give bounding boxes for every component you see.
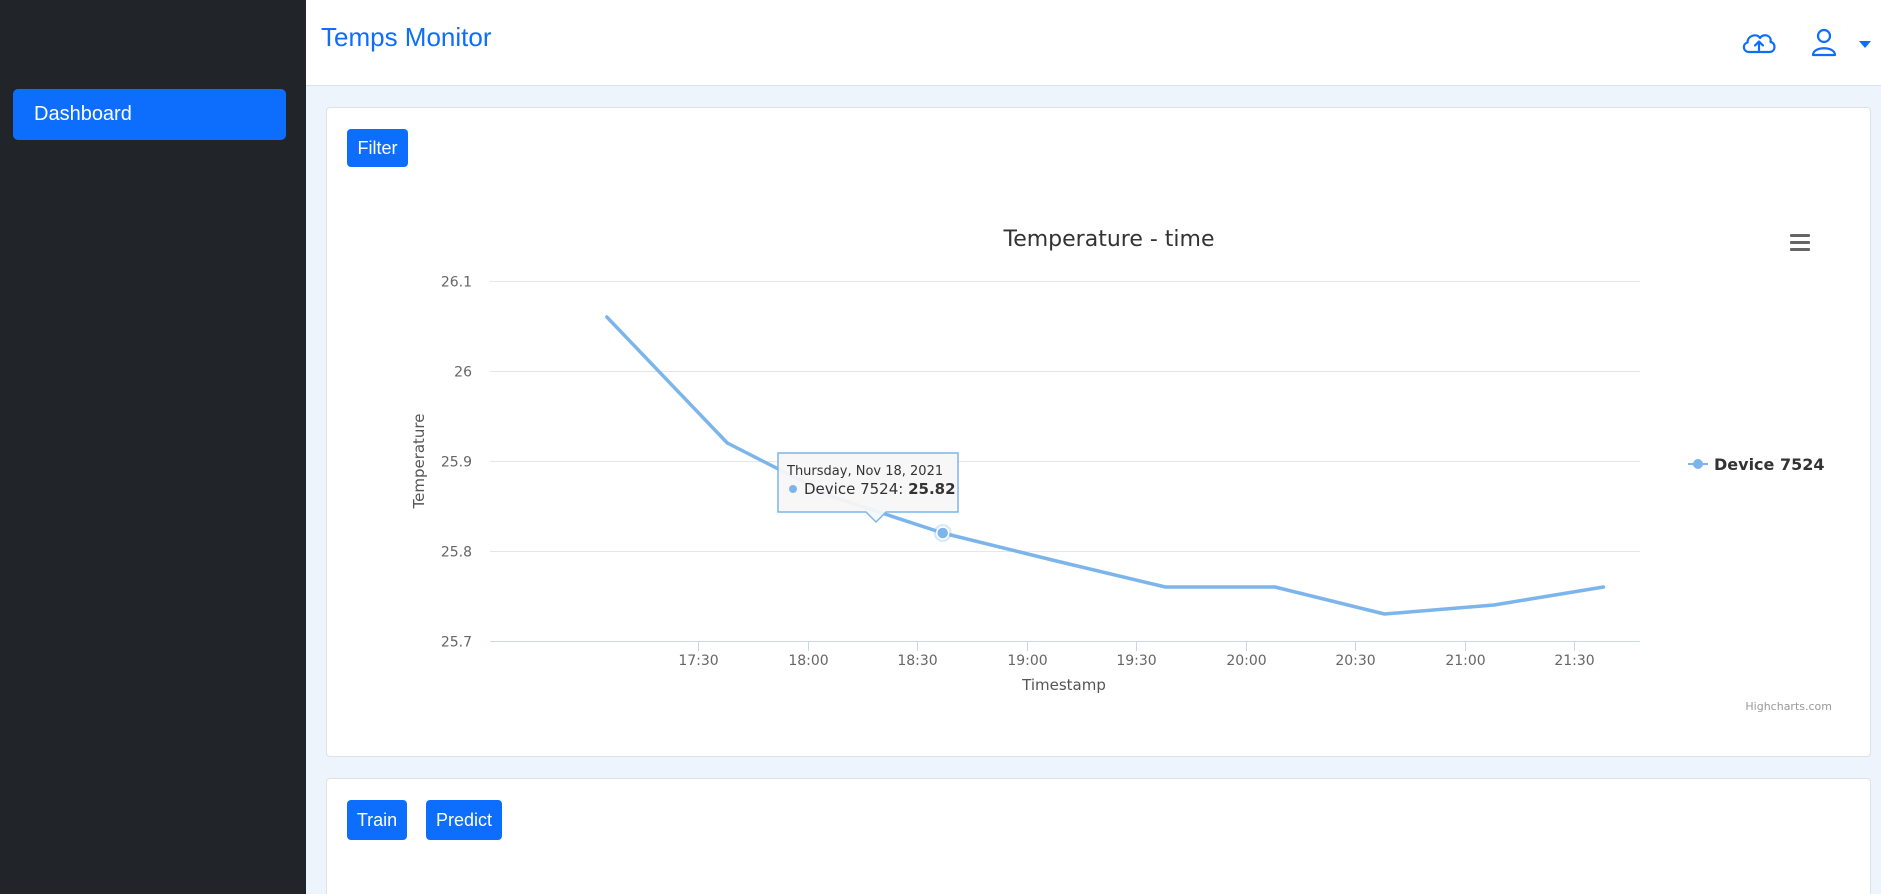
chart-tooltip: Thursday, Nov 18, 2021 Device 7524: 25.8…: [777, 452, 959, 524]
model-card: Train Predict: [326, 778, 1871, 894]
legend-item-device-7524[interactable]: Device 7524: [1688, 455, 1824, 474]
tooltip-value: 25.82: [908, 480, 955, 498]
tooltip-series: Device 7524: [804, 480, 898, 498]
filter-button[interactable]: Filter: [347, 129, 408, 167]
sidebar-item-dashboard[interactable]: Dashboard: [13, 89, 286, 140]
train-button[interactable]: Train: [347, 800, 407, 840]
cloud-upload-icon: [1742, 34, 1776, 54]
data-point[interactable]: [1048, 556, 1056, 564]
user-menu-button[interactable]: [1806, 24, 1876, 60]
data-point[interactable]: [723, 439, 731, 447]
app-title[interactable]: Temps Monitor: [321, 22, 492, 52]
user-icon: [1811, 28, 1837, 57]
chart-credits[interactable]: Highcharts.com: [1745, 700, 1832, 713]
y-tick-label: 26: [454, 365, 472, 381]
top-navbar: Temps Monitor: [306, 0, 1881, 86]
data-point[interactable]: [1271, 583, 1279, 591]
data-point-hovered[interactable]: [935, 526, 950, 540]
x-tick-label: 19:00: [1007, 653, 1047, 669]
data-point[interactable]: [1380, 610, 1388, 618]
sidebar: Dashboard: [0, 0, 306, 894]
y-tick-label: 26.1: [441, 275, 472, 291]
data-point[interactable]: [603, 313, 611, 321]
chart-card: Filter: [326, 107, 1871, 757]
tooltip-marker: [789, 485, 797, 493]
x-tick-label: 18:00: [788, 653, 828, 669]
x-tick-label: 20:30: [1335, 653, 1375, 669]
tooltip-value-line: Device 7524: 25.82: [804, 480, 956, 498]
data-point[interactable]: [1161, 583, 1169, 591]
y-axis-label: Temperature: [410, 413, 428, 509]
temperature-chart: 25.7 25.8 25.9 26 26.1 17:30 18:00 18:30 19:00 1…: [410, 227, 1832, 713]
caret-down-icon: [1859, 41, 1871, 48]
chart-menu-button[interactable]: [1786, 232, 1814, 256]
x-tick-label: 21:30: [1554, 653, 1594, 669]
y-tick-label: 25.8: [441, 545, 472, 561]
tooltip-date: Thursday, Nov 18, 2021: [786, 464, 943, 479]
series-line[interactable]: [605, 315, 1606, 616]
y-tick-label: 25.7: [441, 635, 472, 651]
legend-label: Device 7524: [1714, 455, 1824, 474]
legend-marker: [1693, 459, 1703, 469]
upload-button[interactable]: [1739, 24, 1779, 60]
x-axis-label: Timestamp: [1021, 676, 1106, 694]
hamburger-menu-icon: [1790, 234, 1810, 251]
x-tick-label: 20:00: [1226, 653, 1266, 669]
predict-button[interactable]: Predict: [426, 800, 502, 840]
data-point[interactable]: [1599, 583, 1607, 591]
data-point[interactable]: [1490, 601, 1498, 609]
x-tick-label: 21:00: [1445, 653, 1485, 669]
chart-title: Temperature - time: [1003, 227, 1215, 252]
x-tick-label: 19:30: [1116, 653, 1156, 669]
x-tick-label: 18:30: [897, 653, 937, 669]
x-tick-label: 17:30: [678, 653, 718, 669]
y-tick-label: 25.9: [441, 455, 472, 471]
